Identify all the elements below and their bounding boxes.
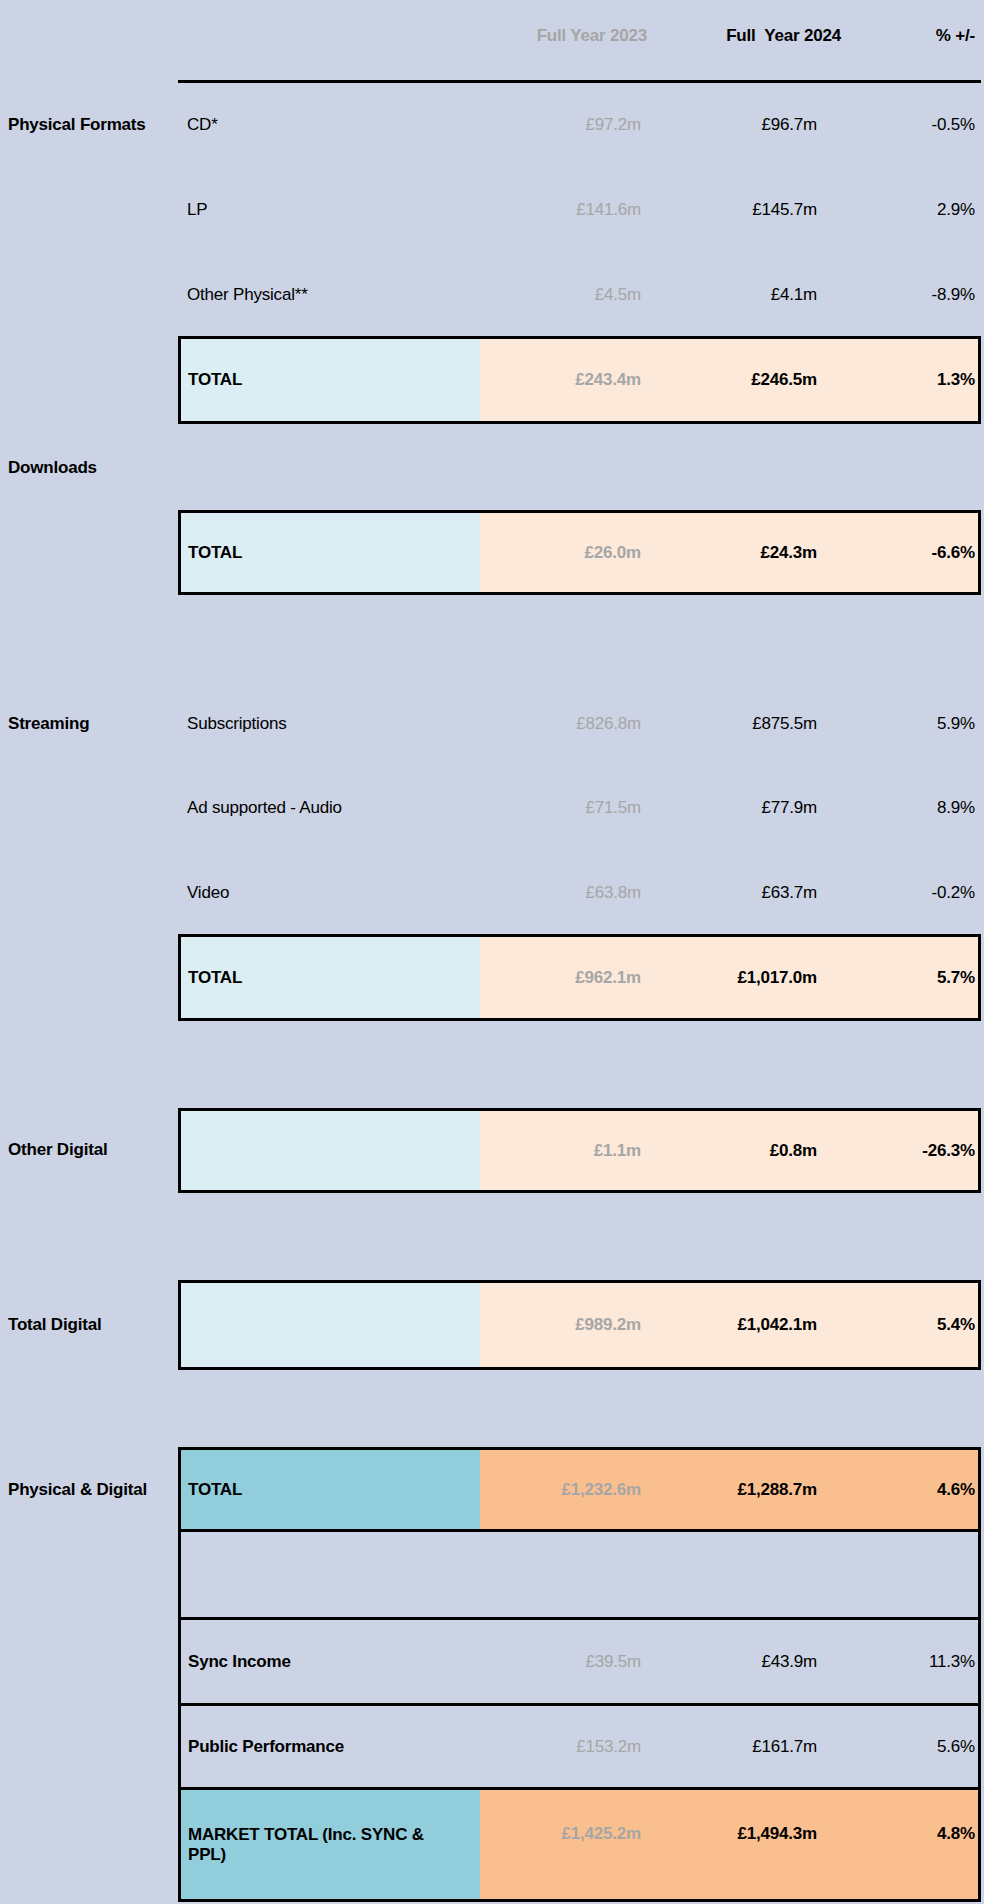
value-2024: £63.7m xyxy=(761,873,817,913)
value-2023: £989.2m xyxy=(575,1315,641,1335)
total-box-peach-cell xyxy=(480,339,978,421)
row-label: TOTAL xyxy=(188,1480,242,1500)
public-performance-box: Public Performance £153.2m £161.7m 5.6% xyxy=(178,1703,981,1790)
row-label: Public Performance xyxy=(188,1737,344,1757)
empty-spacer-box xyxy=(178,1529,981,1620)
value-2024: £1,494.3m xyxy=(738,1824,818,1844)
total-box-peach-cell xyxy=(480,1283,978,1367)
value-2023: £243.4m xyxy=(575,370,641,390)
row-label: LP xyxy=(187,190,207,230)
value-2023: £4.5m xyxy=(595,275,641,315)
market-total-box: MARKET TOTAL (Inc. SYNC & PPL) £1,425.2m… xyxy=(178,1787,981,1902)
value-pct-change: -0.2% xyxy=(932,873,975,913)
value-pct-change: 4.8% xyxy=(937,1824,975,1844)
column-header-2023: Full Year 2023 xyxy=(537,14,647,58)
value-pct-change: 8.9% xyxy=(937,788,975,828)
physical-digital-total-box: TOTAL £1,232.6m £1,288.7m 4.6% xyxy=(178,1447,981,1532)
value-pct-change: 2.9% xyxy=(937,190,975,230)
section-label-physical-and-digital: Physical & Digital xyxy=(8,1480,147,1500)
value-pct-change: 5.9% xyxy=(937,704,975,744)
value-2024: £4.1m xyxy=(771,275,817,315)
row-label: CD* xyxy=(187,105,218,145)
value-2023: £1,425.2m xyxy=(562,1824,642,1844)
table-header-row: Full Year 2023 Full Year 2024 % +/- xyxy=(0,14,984,58)
section-label-physical-formats: Physical Formats xyxy=(8,105,146,145)
value-pct-change: 11.3% xyxy=(929,1652,975,1672)
value-2024: £161.7m xyxy=(752,1737,817,1757)
value-pct-change: -8.9% xyxy=(932,275,975,315)
value-2023: £153.2m xyxy=(576,1737,641,1757)
row-label: Sync Income xyxy=(188,1652,291,1672)
revenue-table: Full Year 2023 Full Year 2024 % +/- Phys… xyxy=(0,0,984,1904)
sync-income-box: Sync Income £39.5m £43.9m 11.3% xyxy=(178,1617,981,1706)
value-2023: £63.8m xyxy=(585,873,641,913)
row-other-physical: Other Physical** £4.5m £4.1m -8.9% xyxy=(0,275,984,315)
value-2024: £875.5m xyxy=(752,704,817,744)
value-2023: £71.5m xyxy=(585,788,641,828)
row-label: Subscriptions xyxy=(187,704,286,744)
value-2023: £826.8m xyxy=(576,704,641,744)
other-digital-box: £1.1m £0.8m -26.3% xyxy=(178,1108,981,1193)
total-box-blue-cell xyxy=(181,1111,480,1190)
row-label: TOTAL xyxy=(188,543,242,563)
row-label: MARKET TOTAL (Inc. SYNC & PPL) xyxy=(188,1825,450,1865)
total-box-blue-cell xyxy=(181,1283,480,1367)
row-label: TOTAL xyxy=(188,968,242,988)
value-2023: £1.1m xyxy=(594,1141,641,1161)
value-2023: £26.0m xyxy=(585,543,641,563)
value-2023: £97.2m xyxy=(585,105,641,145)
value-pct-change: 5.4% xyxy=(937,1315,975,1335)
value-2023: £1,232.6m xyxy=(562,1480,642,1500)
section-label-streaming: Streaming xyxy=(8,704,89,744)
total-box-orange-cell xyxy=(480,1790,978,1899)
value-2024: £1,042.1m xyxy=(738,1315,818,1335)
value-2024: £1,288.7m xyxy=(738,1480,818,1500)
value-pct-change: 5.6% xyxy=(937,1737,975,1757)
value-2023: £962.1m xyxy=(575,968,641,988)
streaming-total-box: TOTAL £962.1m £1,017.0m 5.7% xyxy=(178,934,981,1021)
value-2024: £77.9m xyxy=(761,788,817,828)
downloads-total-box: TOTAL £26.0m £24.3m -6.6% xyxy=(178,510,981,595)
section-label-downloads: Downloads xyxy=(8,458,97,478)
section-label-total-digital: Total Digital xyxy=(8,1315,101,1335)
value-2024: £43.9m xyxy=(761,1652,817,1672)
physical-total-box: TOTAL £243.4m £246.5m 1.3% xyxy=(178,336,981,424)
total-box-peach-cell xyxy=(480,1111,978,1190)
value-pct-change: -6.6% xyxy=(932,543,975,563)
value-2023: £39.5m xyxy=(585,1652,641,1672)
total-box-peach-cell xyxy=(480,513,978,592)
value-pct-change: 4.6% xyxy=(937,1480,975,1500)
value-2024: £96.7m xyxy=(761,105,817,145)
total-box-peach-cell xyxy=(480,937,978,1018)
section-label-other-digital: Other Digital xyxy=(8,1140,107,1160)
header-underline xyxy=(178,80,981,83)
value-2024: £24.3m xyxy=(761,543,817,563)
value-2024: £1,017.0m xyxy=(738,968,818,988)
column-header-pct-change: % +/- xyxy=(936,14,975,58)
row-ad-supported-audio: Ad supported - Audio £71.5m £77.9m 8.9% xyxy=(0,788,984,828)
value-pct-change: 1.3% xyxy=(937,370,975,390)
total-box-orange-cell xyxy=(480,1450,978,1529)
value-2024: £246.5m xyxy=(751,370,817,390)
row-label: Ad supported - Audio xyxy=(187,788,342,828)
row-label: TOTAL xyxy=(188,370,242,390)
row-label: Other Physical** xyxy=(187,275,308,315)
value-pct-change: 5.7% xyxy=(937,968,975,988)
value-pct-change: -0.5% xyxy=(932,105,975,145)
column-header-2024: Full Year 2024 xyxy=(726,14,841,58)
total-digital-box: £989.2m £1,042.1m 5.4% xyxy=(178,1280,981,1370)
row-cd: Physical Formats CD* £97.2m £96.7m -0.5% xyxy=(0,105,984,145)
value-2023: £141.6m xyxy=(576,190,641,230)
row-subscriptions: Streaming Subscriptions £826.8m £875.5m … xyxy=(0,704,984,744)
value-2024: £145.7m xyxy=(752,190,817,230)
value-2024: £0.8m xyxy=(770,1141,817,1161)
row-video: Video £63.8m £63.7m -0.2% xyxy=(0,873,984,913)
row-lp: LP £141.6m £145.7m 2.9% xyxy=(0,190,984,230)
row-label: Video xyxy=(187,873,229,913)
value-pct-change: -26.3% xyxy=(922,1141,975,1161)
